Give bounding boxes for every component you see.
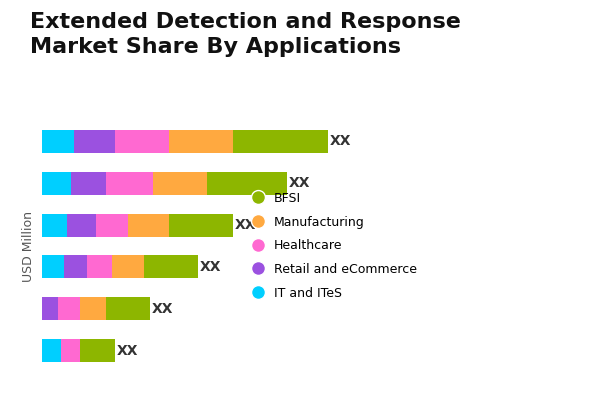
Bar bbox=[128, 214, 169, 236]
Bar bbox=[169, 214, 233, 236]
Bar bbox=[71, 172, 106, 195]
Bar bbox=[80, 297, 106, 320]
Bar bbox=[58, 297, 80, 320]
Bar bbox=[42, 339, 61, 362]
Bar bbox=[86, 256, 112, 278]
Bar bbox=[106, 172, 154, 195]
Text: XX: XX bbox=[152, 302, 173, 316]
Bar bbox=[96, 214, 128, 236]
Bar bbox=[61, 339, 80, 362]
Bar bbox=[42, 297, 58, 320]
Bar bbox=[42, 214, 67, 236]
Text: XX: XX bbox=[289, 176, 310, 190]
Text: XX: XX bbox=[199, 260, 221, 274]
Y-axis label: USD Million: USD Million bbox=[22, 210, 35, 282]
Bar bbox=[115, 130, 169, 153]
Bar bbox=[169, 130, 233, 153]
Bar bbox=[144, 256, 198, 278]
Bar bbox=[67, 214, 96, 236]
Bar bbox=[42, 256, 64, 278]
Bar bbox=[112, 256, 144, 278]
Bar bbox=[64, 256, 86, 278]
Text: XX: XX bbox=[330, 134, 351, 148]
Text: XX: XX bbox=[235, 218, 256, 232]
Legend: BFSI, Manufacturing, Healthcare, Retail and eCommerce, IT and ITeS: BFSI, Manufacturing, Healthcare, Retail … bbox=[245, 186, 424, 306]
Text: XX: XX bbox=[117, 344, 138, 358]
Bar bbox=[106, 297, 150, 320]
Text: Extended Detection and Response
Market Share By Applications: Extended Detection and Response Market S… bbox=[30, 12, 461, 57]
Bar bbox=[233, 130, 328, 153]
Bar bbox=[80, 339, 115, 362]
Bar bbox=[208, 172, 287, 195]
Bar bbox=[154, 172, 208, 195]
Bar bbox=[42, 130, 74, 153]
Bar bbox=[74, 130, 115, 153]
Bar bbox=[42, 172, 71, 195]
